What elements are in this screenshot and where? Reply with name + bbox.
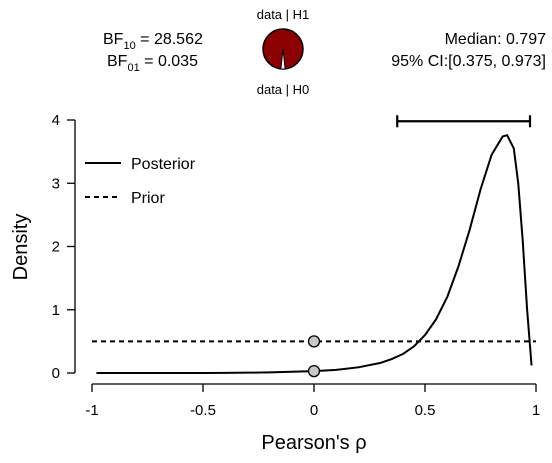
pie-bottom-label: data | H0 — [257, 82, 310, 97]
credible-interval-bar — [396, 115, 532, 128]
legend-prior-label: Prior — [131, 190, 165, 207]
x-tick-label: 0.5 — [415, 402, 436, 419]
x-tick-label: 1 — [532, 402, 540, 419]
y-axis-title: Density — [10, 214, 32, 281]
points-layer — [307, 335, 321, 378]
density-point — [307, 364, 321, 378]
bf10-text: BF10 = 28.562 — [103, 31, 203, 52]
probability-wheel: data | H1 data | H0 — [257, 7, 310, 97]
y-tick-label: 2 — [52, 239, 60, 256]
y-tick-label: 1 — [52, 302, 60, 319]
credible-interval-text: 95% CI:[0.375, 0.973] — [391, 53, 546, 70]
median-text: Median: 0.797 — [445, 31, 547, 48]
x-tick-label: 0 — [310, 402, 318, 419]
x-tick-label: -1 — [85, 402, 98, 419]
y-ticks: 0 1 2 3 4 — [52, 112, 75, 382]
x-tick-label: -0.5 — [190, 402, 216, 419]
x-axis-title: Pearson's ρ — [261, 432, 366, 454]
legend: Posterior Prior — [85, 156, 196, 207]
bayes-factor-block: BF10 = 28.562 BF01 = 0.035 — [103, 31, 203, 74]
posterior-summary: Median: 0.797 95% CI:[0.375, 0.973] — [391, 31, 546, 70]
axes: 0 1 2 3 4 -1 -0.5 0 0.5 1 — [52, 112, 541, 419]
pie-h0-slice — [280, 48, 286, 70]
series-posterior-line — [96, 134, 533, 374]
y-tick-label: 4 — [52, 112, 60, 129]
x-ticks: -1 -0.5 0 0.5 1 — [85, 384, 540, 419]
density-point — [307, 335, 321, 348]
series-layer — [92, 134, 536, 374]
legend-posterior-label: Posterior — [131, 156, 196, 173]
y-tick-label: 0 — [52, 365, 60, 382]
pie-top-label: data | H1 — [257, 7, 310, 22]
bf01-text: BF01 = 0.035 — [107, 53, 198, 74]
y-tick-label: 3 — [52, 175, 60, 192]
